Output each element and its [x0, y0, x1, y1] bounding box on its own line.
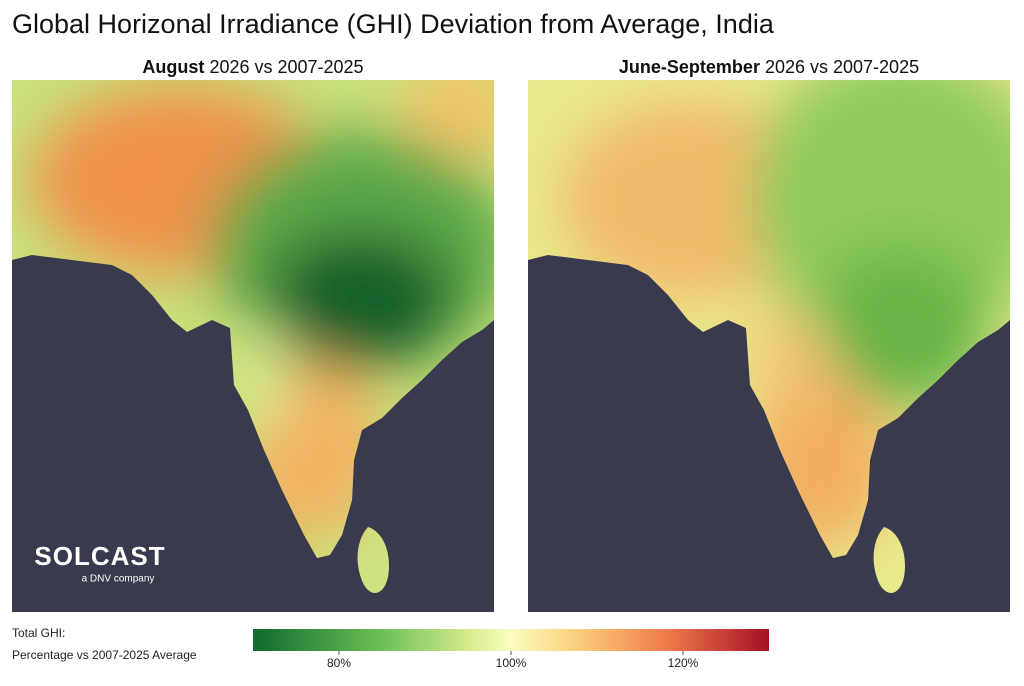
colorbar-tick-label: 80% [327, 656, 351, 670]
title: Global Horizonal Irradiance (GHI) Deviat… [12, 9, 775, 39]
panel-title: June-September 2026 vs 2007-2025 [619, 57, 919, 77]
colorbar [253, 629, 769, 651]
colorbar-tick-label: 100% [496, 656, 527, 670]
logo-name: SOLCAST [34, 541, 165, 571]
panel-title: August 2026 vs 2007-2025 [142, 57, 363, 77]
legend-label: Total GHI: [12, 626, 65, 640]
panel-title-rest: 2026 vs 2007-2025 [765, 57, 919, 77]
panel-title-bold: June-September [619, 57, 760, 77]
panel-title-bold: August [142, 57, 204, 77]
legend-label: Percentage vs 2007-2025 Average [12, 648, 197, 662]
logo-tagline: a DNV company [82, 574, 155, 585]
panel-title-rest: 2026 vs 2007-2025 [209, 57, 363, 77]
colorbar-tick-label: 120% [668, 656, 699, 670]
colorbar-ticks: 80% 100% 120% [327, 651, 699, 670]
